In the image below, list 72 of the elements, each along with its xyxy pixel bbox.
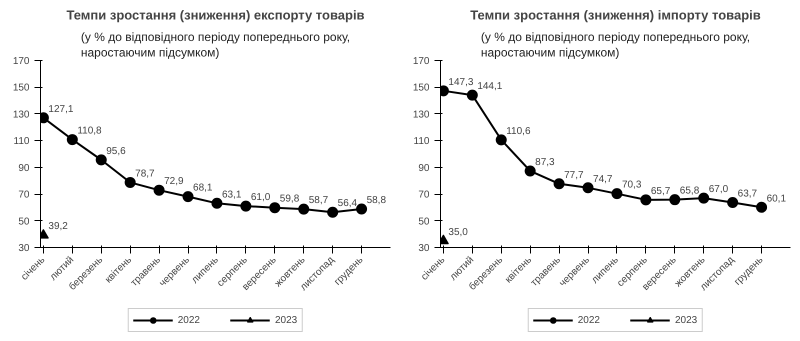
point — [756, 202, 768, 213]
point — [611, 188, 622, 200]
data-label: 65,7 — [650, 186, 671, 197]
data-label: 65,8 — [680, 186, 700, 197]
data-label: 61,0 — [250, 192, 271, 204]
y-tick-label: 130 — [412, 109, 430, 120]
data-label: 58,7 — [308, 195, 329, 206]
point — [698, 192, 710, 204]
data-label: 144,1 — [477, 81, 503, 92]
point — [182, 191, 194, 202]
point — [96, 154, 107, 166]
data-label: 72,9 — [164, 176, 184, 188]
y-tick-label: 90 — [18, 162, 30, 174]
point — [154, 184, 165, 196]
y-tick-label: 30 — [18, 243, 30, 254]
data-label: 74,7 — [593, 174, 613, 185]
point — [466, 90, 478, 101]
y-tick-label: 170 — [412, 56, 430, 67]
y-tick-label: 70 — [418, 190, 430, 201]
data-label: 110,8 — [77, 126, 102, 137]
y-tick-label: 70 — [18, 190, 30, 201]
legend-label: 2023 — [675, 314, 698, 327]
point — [582, 182, 594, 194]
point — [640, 194, 652, 206]
data-label: 95,6 — [106, 146, 126, 157]
point — [496, 134, 507, 146]
legend-label: 2023 — [275, 314, 298, 327]
data-label: 70,3 — [622, 180, 642, 191]
legend-label: 2022 — [578, 314, 600, 327]
y-tick-label: 90 — [418, 162, 430, 174]
legend-label: 2022 — [178, 314, 200, 327]
chart-subtitle: (у % до відповідного періоду попереднього року, наростаючим підсумком) — [80, 30, 350, 60]
point — [211, 198, 222, 209]
data-label: 59,8 — [280, 194, 300, 205]
point — [554, 178, 565, 190]
point — [727, 196, 738, 208]
data-label: 63,7 — [738, 188, 758, 200]
y-tick-label: 130 — [12, 109, 30, 120]
point — [269, 202, 280, 214]
data-label: 60,1 — [766, 193, 786, 204]
data-label: 87,3 — [535, 156, 556, 168]
point — [124, 176, 136, 188]
data-label: 68,1 — [193, 182, 213, 194]
y-tick-label: 110 — [14, 136, 30, 148]
y-tick-label: 30 — [418, 243, 430, 254]
data-label: 77,7 — [564, 170, 584, 181]
point — [356, 204, 368, 215]
point — [240, 200, 252, 212]
data-label: 56,4 — [338, 198, 358, 210]
data-label: 110,6 — [506, 126, 531, 137]
y-tick-label: 50 — [18, 216, 30, 228]
y-tick-label: 110 — [414, 136, 430, 148]
data-label: 63,1 — [222, 189, 242, 200]
chart-title: Темпи зростання (зниження) експорту товарів — [66, 8, 365, 22]
point — [327, 206, 338, 218]
data-label: 39,2 — [48, 221, 68, 232]
chart-title: Темпи зростання (зниження) імпорту товарів — [470, 8, 761, 22]
data-label: 127,1 — [48, 104, 74, 115]
data-label: 35,0 — [448, 226, 468, 238]
y-tick-label: 50 — [418, 216, 430, 228]
chart-subtitle: (у % до відповідного періоду попереднього року, наростаючим підсумком) — [480, 30, 750, 60]
data-label: 67,0 — [708, 184, 729, 196]
point — [524, 165, 536, 176]
data-label: 147,3 — [448, 76, 474, 88]
point — [298, 204, 310, 215]
data-label: 58,8 — [366, 195, 386, 206]
y-tick-label: 150 — [12, 82, 30, 94]
point — [669, 194, 680, 206]
y-tick-label: 170 — [12, 56, 30, 67]
y-tick-label: 150 — [412, 82, 430, 94]
point — [66, 134, 78, 146]
data-label: 78,7 — [135, 168, 156, 180]
